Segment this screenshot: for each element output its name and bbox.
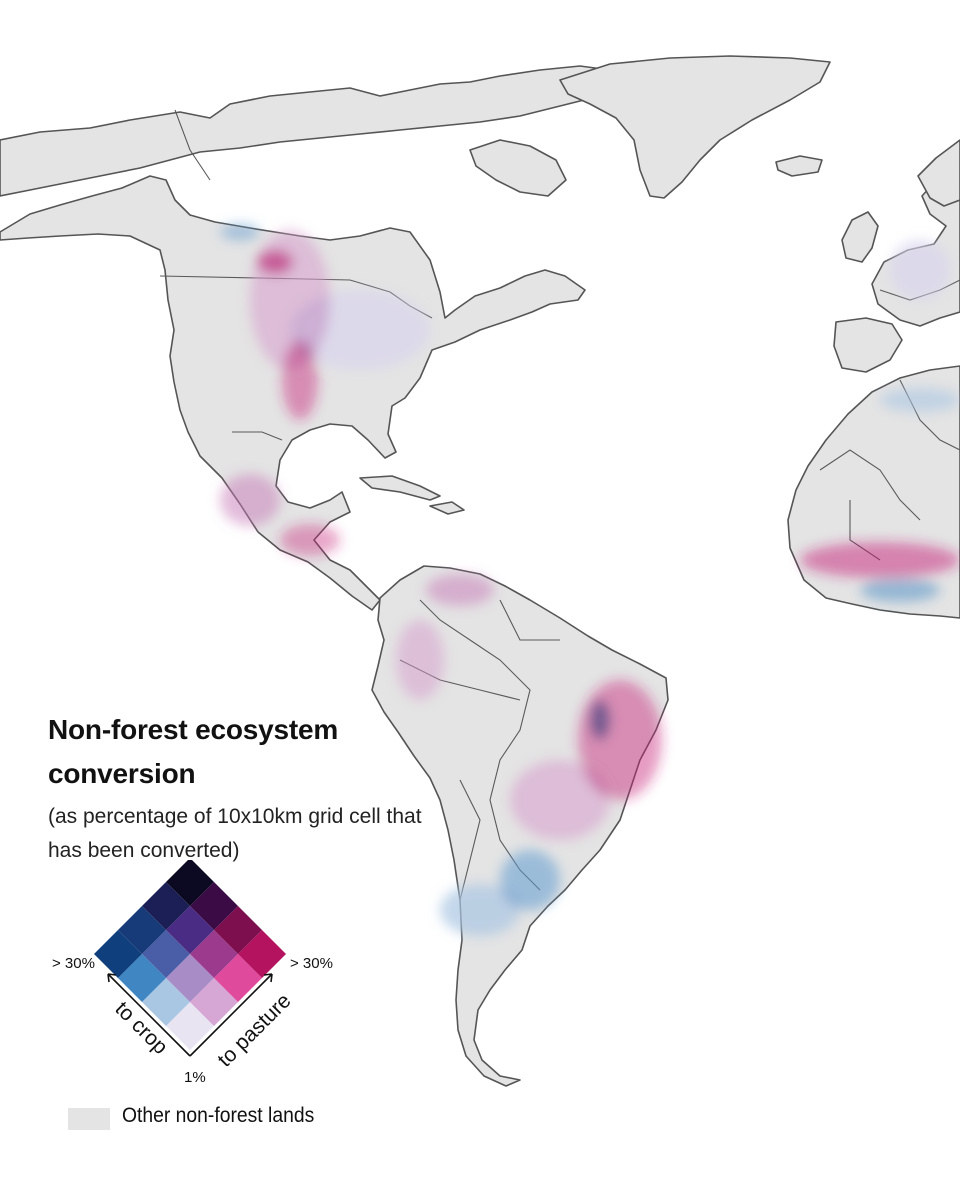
scandinavia <box>917 139 960 207</box>
legend-high-left-label: > 30% <box>52 955 95 972</box>
conversion-overlay <box>220 224 960 936</box>
other-lands-label: Other non-forest lands <box>122 1104 315 1127</box>
britain <box>841 211 879 263</box>
iceland <box>775 155 823 177</box>
pasture-axis-arrow <box>189 973 273 1057</box>
iberia <box>833 317 903 373</box>
legend-axes <box>107 973 273 1057</box>
greenland <box>559 55 831 199</box>
legend-title: Non-forest ecosystem conversion <box>48 714 339 789</box>
bivariate-legend: > 30% > 30% 1% to crop to pasture <box>52 860 333 1086</box>
bivariate-grid <box>94 860 286 1050</box>
legend-cell <box>166 860 214 906</box>
baffin-island <box>469 139 567 197</box>
hispaniola <box>429 501 465 515</box>
cuba <box>359 475 441 501</box>
legend-low-label: 1% <box>184 1069 206 1086</box>
crop-axis-arrow <box>107 973 191 1057</box>
legend-high-right-label: > 30% <box>290 955 333 972</box>
other-lands-swatch <box>68 1108 110 1130</box>
legend-subtitle: (as percentage of 10x10km grid cell that… <box>48 805 422 862</box>
